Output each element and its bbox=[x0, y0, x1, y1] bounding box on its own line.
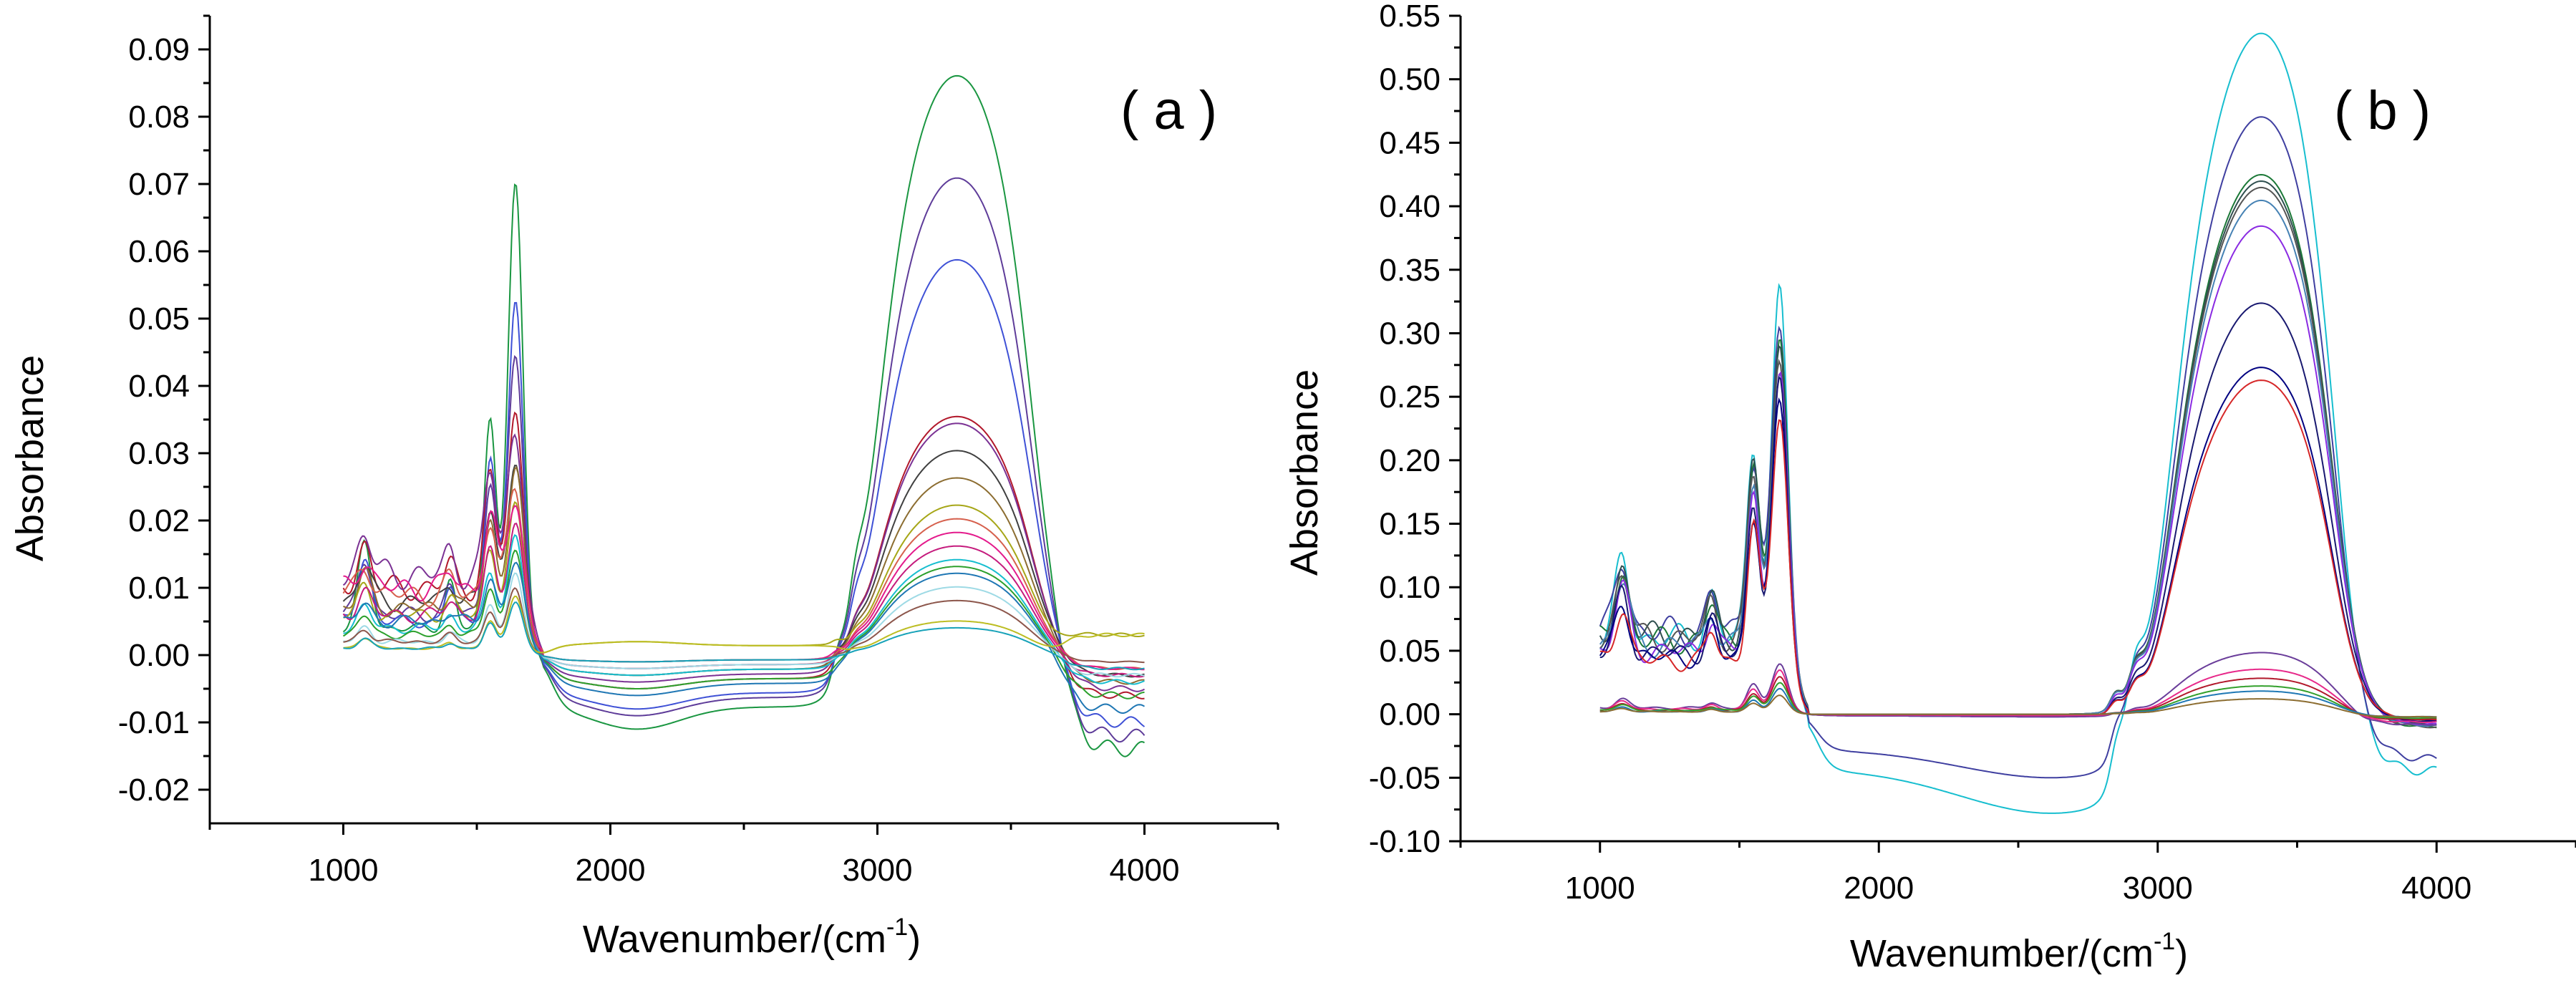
panel-a-series-line bbox=[343, 601, 1145, 671]
chart-panel-a: -0.02 -0.01 0.00 0.01 0.02 0.03 0.04 0.05 0.06 0.… bbox=[9, 14, 1279, 961]
panel-a-y-tick-label: 0.02 bbox=[128, 503, 190, 538]
panel-a-series-line bbox=[342, 422, 1145, 692]
panel-a-y-tick-label: 0.05 bbox=[128, 301, 190, 336]
panel-a-x-axis-title: Wavenumber/(cm-1) bbox=[583, 914, 921, 961]
panel-b-y-axis-title: Absorbance bbox=[1283, 369, 1326, 576]
panel-a-y-tick-label: 0.03 bbox=[128, 436, 190, 471]
panel-a-label: ( a ) bbox=[1120, 80, 1217, 141]
panel-b-x-axis-title-sup: -1 bbox=[2154, 928, 2175, 955]
panel-b-y-tick-label: 0.15 bbox=[1379, 507, 1440, 542]
panel-b-series-line bbox=[1599, 668, 2437, 724]
panel-b-x-ticks: 1000 2000 3000 4000 bbox=[1459, 841, 2576, 906]
panel-b-series-group bbox=[1599, 32, 2437, 814]
panel-b-y-tick-label: 0.20 bbox=[1379, 443, 1440, 478]
panel-b-y-tick-label: 0.55 bbox=[1379, 0, 1440, 34]
panel-a-series-line bbox=[342, 74, 1145, 757]
panel-b-x-tick-label: 2000 bbox=[1844, 871, 1914, 906]
panel-a-series-line bbox=[343, 258, 1146, 728]
panel-a-x-axis-title-close: ) bbox=[908, 918, 921, 961]
panel-b-series-line bbox=[1599, 682, 2437, 720]
panel-a-series-line bbox=[343, 465, 1145, 685]
panel-b-y-tick-label: 0.25 bbox=[1379, 379, 1440, 415]
panel-a-y-tick-label: 0.07 bbox=[128, 167, 190, 202]
panel-a-y-axis-title: Absorbance bbox=[9, 355, 52, 561]
panel-a-x-ticks: 1000 2000 3000 4000 bbox=[208, 823, 1279, 888]
panel-b-y-tick-label: -0.10 bbox=[1369, 824, 1440, 859]
panel-b-y-tick-label: 0.10 bbox=[1379, 570, 1440, 605]
panel-a-y-tick-label: 0.08 bbox=[128, 100, 190, 135]
panel-b-y-tick-label: -0.05 bbox=[1369, 760, 1440, 795]
panel-a-y-tick-label: 0.09 bbox=[128, 32, 190, 67]
panel-b-x-tick-label: 1000 bbox=[1565, 871, 1635, 906]
panel-b-x-axis-title-main: Wavenumber/(cm bbox=[1850, 932, 2154, 975]
panel-b-series-line bbox=[1599, 116, 2437, 779]
panel-b-x-tick-label: 4000 bbox=[2401, 871, 2471, 906]
panel-a-x-tick-label: 3000 bbox=[843, 853, 913, 888]
panel-b-series-line bbox=[1599, 676, 2437, 721]
panel-a-x-tick-label: 2000 bbox=[576, 853, 646, 888]
panel-a-x-axis-title-main: Wavenumber/(cm bbox=[583, 918, 886, 961]
panel-b-y-ticks: -0.10 -0.05 0.00 0.05 0.10 0.15 0.20 0.25 0.30 0.… bbox=[1369, 0, 1461, 859]
panel-a-series-group bbox=[342, 74, 1146, 757]
panel-a-series-line bbox=[343, 561, 1146, 714]
panel-b-y-tick-label: 0.00 bbox=[1379, 697, 1440, 732]
panel-a-series-line bbox=[342, 549, 1145, 699]
panel-b-series-line bbox=[1599, 694, 2437, 718]
panel-b-y-tick-label: 0.45 bbox=[1379, 125, 1440, 160]
panel-b-x-axis-title: Wavenumber/(cm-1) bbox=[1850, 928, 2188, 975]
panel-b-x-axis-title-close: ) bbox=[2175, 932, 2188, 975]
panel-b-y-tick-label: 0.05 bbox=[1379, 634, 1440, 669]
panel-b-series-line bbox=[1599, 379, 2437, 721]
panel-b-label: ( b ) bbox=[2334, 80, 2431, 141]
panel-b-x-tick-label: 3000 bbox=[2123, 871, 2193, 906]
panel-b-y-tick-label: 0.35 bbox=[1379, 253, 1440, 288]
panel-a-x-tick-label: 4000 bbox=[1110, 853, 1180, 888]
panel-a-series-line bbox=[342, 488, 1145, 671]
panel-a-y-tick-label: 0.00 bbox=[128, 638, 190, 673]
panel-a-series-line bbox=[342, 177, 1146, 743]
panel-a-y-tick-label: 0.04 bbox=[128, 369, 190, 404]
panel-a-series-line bbox=[342, 411, 1145, 699]
chart-panel-b: -0.10 -0.05 0.00 0.05 0.10 0.15 0.20 0.25 0.30 0.… bbox=[1283, 0, 2576, 975]
panel-a-y-tick-label: 0.06 bbox=[128, 234, 190, 269]
panel-b-y-tick-label: 0.40 bbox=[1379, 189, 1440, 224]
panel-b-y-tick-label: 0.30 bbox=[1379, 316, 1440, 351]
panel-a-x-axis-title-sup: -1 bbox=[886, 914, 908, 941]
panel-a-y-tick-label: 0.01 bbox=[128, 571, 190, 606]
panel-a-series-line bbox=[343, 572, 1145, 678]
panel-b-series-line bbox=[1599, 186, 2437, 729]
panel-b-y-tick-label: 0.50 bbox=[1379, 62, 1440, 97]
panel-a-y-ticks: -0.02 -0.01 0.00 0.01 0.02 0.03 0.04 0.05 0.06 0.… bbox=[118, 14, 210, 808]
panel-a-x-tick-label: 1000 bbox=[309, 853, 379, 888]
panel-a-y-tick-label: -0.01 bbox=[118, 705, 190, 740]
panel-a-y-tick-label: -0.02 bbox=[118, 773, 190, 808]
